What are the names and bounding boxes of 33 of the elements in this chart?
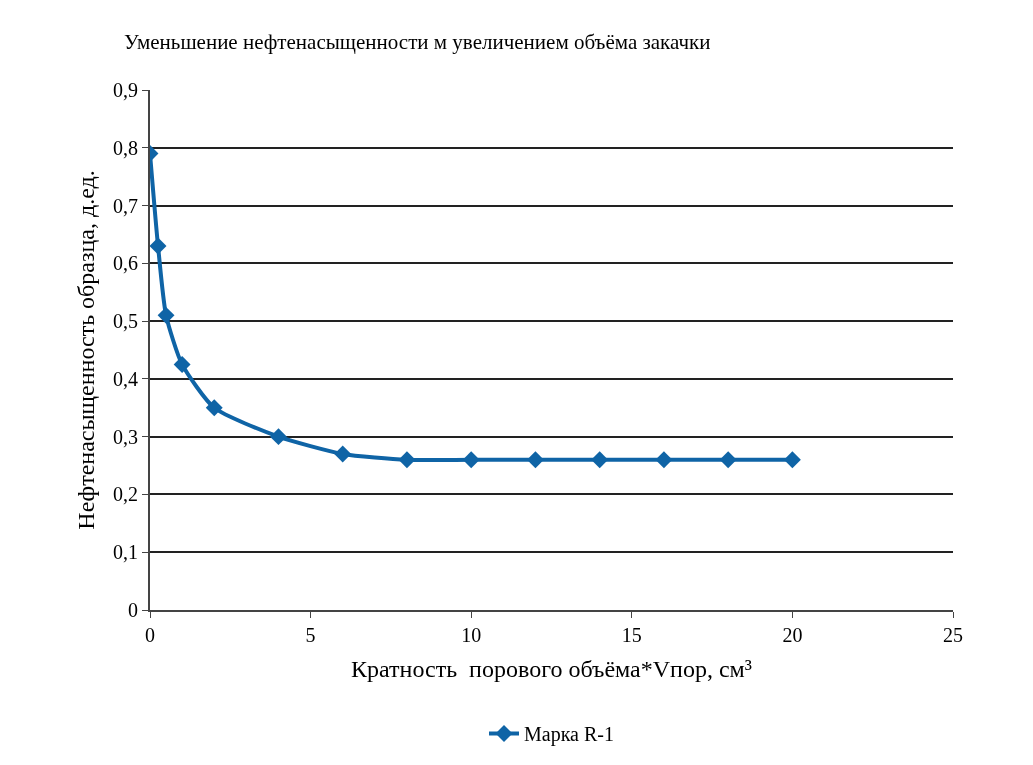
y-tick-label: 0,7 xyxy=(113,194,138,217)
y-tick-label: 0,4 xyxy=(113,367,138,390)
y-tick-label: 0,2 xyxy=(113,483,138,506)
x-tick-label: 15 xyxy=(621,624,642,646)
point xyxy=(591,451,609,469)
legend-label: Марка R-1 xyxy=(524,723,614,747)
y-tick-label: 0,1 xyxy=(113,541,138,564)
x-tick-label: 25 xyxy=(943,624,963,646)
point xyxy=(719,451,737,469)
x-tick-label: 0 xyxy=(145,624,155,646)
point xyxy=(398,451,416,469)
y-tick-label: 0,6 xyxy=(113,252,138,275)
point xyxy=(783,451,801,469)
chart-title: Уменьшение нефтенасыщенности м увеличением объёма закачки xyxy=(123,30,711,55)
y-tick-label: 0,5 xyxy=(113,310,138,333)
point xyxy=(270,428,287,446)
y-tick-label: 0 xyxy=(128,599,138,621)
point xyxy=(526,451,544,469)
x-tick-label: 10 xyxy=(461,624,482,646)
y-tick-label: 0,9 xyxy=(113,79,138,101)
x-axis-title: Кратность порового объёма*Vпор, см³ xyxy=(351,655,752,682)
point xyxy=(157,306,175,324)
point xyxy=(173,355,191,373)
x-tick-label: 20 xyxy=(782,624,803,646)
y-tick-label: 0,3 xyxy=(113,425,138,448)
point xyxy=(462,451,480,469)
point xyxy=(334,445,352,463)
point xyxy=(655,451,673,469)
x-tick-label: 5 xyxy=(305,624,316,646)
y-tick-label: 0,8 xyxy=(113,136,138,159)
y-axis-title: Нефтенасыщенность образца, д.ед. xyxy=(72,170,99,530)
point xyxy=(205,399,223,417)
point xyxy=(150,237,167,255)
